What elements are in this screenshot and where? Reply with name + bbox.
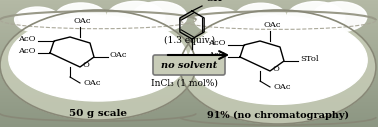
- Text: O: O: [273, 65, 279, 73]
- Ellipse shape: [74, 23, 135, 57]
- Text: OAc: OAc: [274, 83, 291, 91]
- Ellipse shape: [269, 22, 291, 34]
- Ellipse shape: [130, 32, 157, 47]
- Ellipse shape: [33, 25, 76, 48]
- Ellipse shape: [246, 25, 292, 51]
- FancyBboxPatch shape: [153, 55, 225, 75]
- Ellipse shape: [78, 14, 106, 30]
- Ellipse shape: [287, 2, 345, 34]
- Ellipse shape: [279, 26, 321, 49]
- Text: SH: SH: [206, 0, 222, 3]
- Text: no solvent: no solvent: [161, 60, 217, 69]
- Ellipse shape: [96, 28, 157, 62]
- Ellipse shape: [282, 36, 304, 48]
- Ellipse shape: [31, 27, 66, 47]
- Ellipse shape: [89, 22, 111, 34]
- Ellipse shape: [9, 16, 187, 101]
- Text: OAc: OAc: [84, 79, 102, 87]
- Ellipse shape: [211, 28, 246, 48]
- Ellipse shape: [69, 31, 110, 53]
- Text: OAc: OAc: [110, 51, 127, 59]
- Text: AcO: AcO: [209, 39, 226, 47]
- Ellipse shape: [276, 29, 337, 63]
- Ellipse shape: [235, 3, 287, 31]
- Ellipse shape: [310, 33, 337, 48]
- Ellipse shape: [195, 7, 240, 32]
- Text: OAc: OAc: [263, 21, 281, 29]
- Ellipse shape: [98, 34, 125, 48]
- Ellipse shape: [99, 25, 141, 48]
- Text: AcO: AcO: [209, 51, 226, 59]
- Ellipse shape: [19, 10, 50, 27]
- Ellipse shape: [132, 2, 187, 31]
- Text: AcO: AcO: [19, 35, 36, 43]
- Ellipse shape: [278, 35, 305, 49]
- Ellipse shape: [180, 10, 376, 124]
- Text: AcO: AcO: [19, 47, 36, 55]
- Ellipse shape: [66, 24, 112, 50]
- Ellipse shape: [258, 15, 286, 30]
- Ellipse shape: [46, 29, 96, 56]
- Ellipse shape: [189, 16, 367, 104]
- Ellipse shape: [15, 7, 60, 32]
- Text: 91% (no chromatography): 91% (no chromatography): [207, 110, 349, 120]
- Text: 50 g scale: 50 g scale: [69, 108, 127, 117]
- Text: OAc: OAc: [73, 17, 91, 25]
- Text: STol: STol: [300, 55, 319, 63]
- Text: O: O: [82, 61, 90, 69]
- Ellipse shape: [0, 10, 196, 120]
- Ellipse shape: [55, 3, 106, 31]
- Text: (1.3 equiv.): (1.3 equiv.): [164, 36, 214, 45]
- Ellipse shape: [249, 32, 290, 54]
- Ellipse shape: [107, 1, 165, 33]
- Ellipse shape: [254, 24, 315, 58]
- Ellipse shape: [227, 30, 276, 58]
- Ellipse shape: [312, 2, 367, 32]
- Ellipse shape: [102, 34, 124, 47]
- Text: InCl₃ (1 mol%): InCl₃ (1 mol%): [150, 78, 217, 88]
- Ellipse shape: [214, 26, 256, 49]
- Ellipse shape: [199, 10, 229, 27]
